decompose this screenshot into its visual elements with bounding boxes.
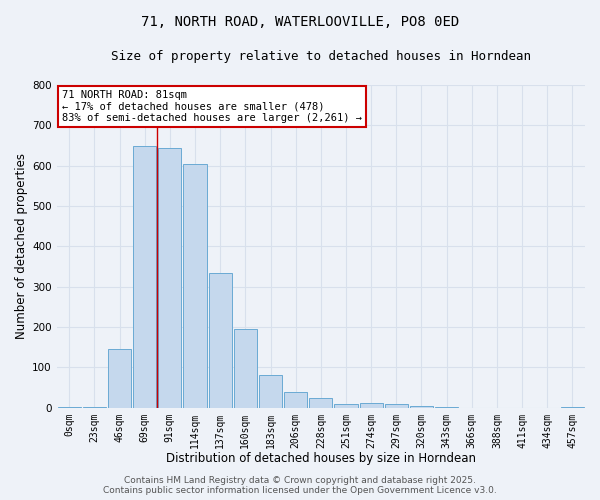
Bar <box>334 404 358 407</box>
Bar <box>83 407 106 408</box>
Bar <box>385 404 408 407</box>
X-axis label: Distribution of detached houses by size in Horndean: Distribution of detached houses by size … <box>166 452 476 465</box>
Bar <box>58 407 81 408</box>
Bar <box>184 164 206 408</box>
Bar <box>259 376 282 408</box>
Bar <box>133 146 156 408</box>
Bar <box>234 329 257 407</box>
Bar <box>209 272 232 407</box>
Text: Contains HM Land Registry data © Crown copyright and database right 2025.
Contai: Contains HM Land Registry data © Crown c… <box>103 476 497 495</box>
Bar <box>108 349 131 408</box>
Bar <box>309 398 332 407</box>
Bar <box>158 148 181 408</box>
Bar <box>435 407 458 408</box>
Bar <box>561 407 584 408</box>
Y-axis label: Number of detached properties: Number of detached properties <box>15 154 28 340</box>
Title: Size of property relative to detached houses in Horndean: Size of property relative to detached ho… <box>111 50 531 63</box>
Bar <box>359 403 383 407</box>
Bar <box>410 406 433 407</box>
Text: 71 NORTH ROAD: 81sqm
← 17% of detached houses are smaller (478)
83% of semi-deta: 71 NORTH ROAD: 81sqm ← 17% of detached h… <box>62 90 362 123</box>
Bar <box>284 392 307 407</box>
Text: 71, NORTH ROAD, WATERLOOVILLE, PO8 0ED: 71, NORTH ROAD, WATERLOOVILLE, PO8 0ED <box>141 15 459 29</box>
